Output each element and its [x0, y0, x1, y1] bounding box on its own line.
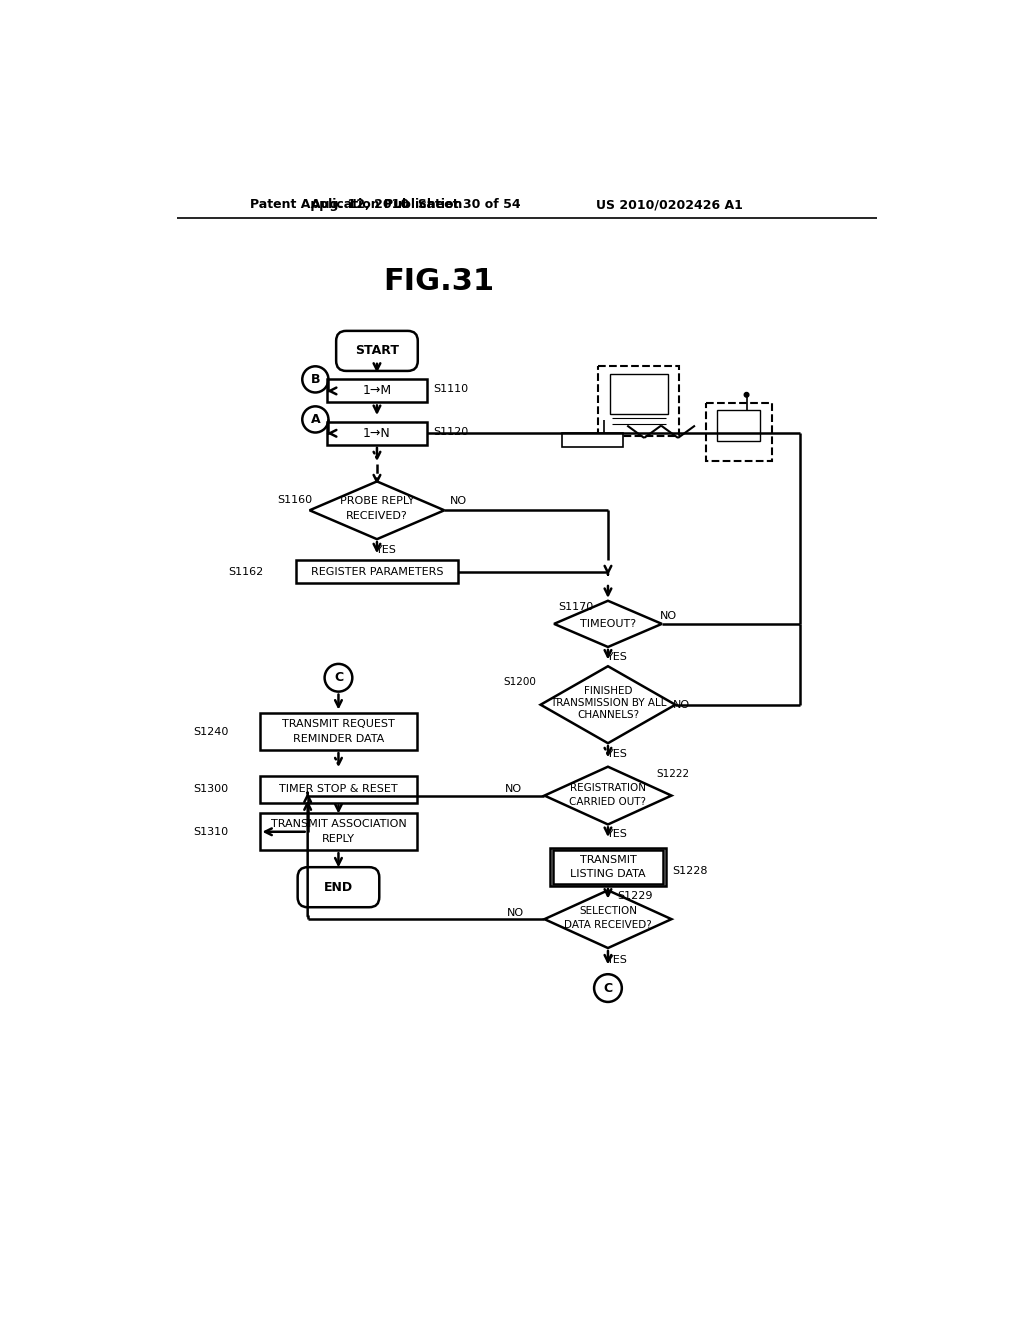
Text: YES: YES	[607, 748, 628, 759]
Text: END: END	[324, 880, 353, 894]
Text: S1110: S1110	[433, 384, 468, 395]
Text: YES: YES	[376, 545, 396, 554]
Bar	[553, 850, 664, 884]
Bar	[707, 403, 772, 461]
Text: S1222: S1222	[656, 770, 689, 779]
Text: TRANSMIT: TRANSMIT	[580, 855, 636, 865]
Text: CARRIED OUT?: CARRIED OUT?	[569, 797, 646, 807]
Polygon shape	[309, 482, 444, 539]
Text: FIG.31: FIG.31	[383, 267, 495, 296]
Text: CHANNELS?: CHANNELS?	[577, 710, 639, 721]
Polygon shape	[541, 667, 676, 743]
Bar	[717, 411, 761, 441]
Text: A: A	[310, 413, 321, 426]
Bar	[550, 847, 666, 886]
Text: S1228: S1228	[672, 866, 708, 875]
Text: C: C	[334, 672, 343, 684]
Text: S1240: S1240	[194, 727, 228, 737]
Circle shape	[594, 974, 622, 1002]
Text: YES: YES	[607, 829, 628, 840]
Text: S1162: S1162	[228, 566, 264, 577]
Text: PROBE REPLY: PROBE REPLY	[340, 496, 414, 506]
Text: REMINDER DATA: REMINDER DATA	[293, 734, 384, 743]
Text: REPLY: REPLY	[322, 834, 355, 843]
Polygon shape	[554, 601, 662, 647]
Bar	[609, 374, 668, 414]
Circle shape	[302, 407, 329, 433]
FancyBboxPatch shape	[298, 867, 379, 907]
Text: NO: NO	[507, 908, 523, 917]
Bar	[259, 776, 418, 803]
Polygon shape	[545, 767, 672, 825]
Text: TRANSMIT ASSOCIATION: TRANSMIT ASSOCIATION	[270, 820, 407, 829]
Text: S1300: S1300	[194, 784, 228, 795]
Bar	[562, 433, 624, 447]
Circle shape	[302, 367, 329, 392]
Circle shape	[744, 392, 749, 397]
Text: US 2010/0202426 A1: US 2010/0202426 A1	[596, 198, 743, 211]
Text: S1120: S1120	[433, 426, 468, 437]
Text: C: C	[603, 982, 612, 994]
Text: FINISHED: FINISHED	[584, 686, 632, 696]
Text: B: B	[310, 372, 321, 385]
Text: 1→M: 1→M	[362, 384, 391, 397]
Text: DATA RECEIVED?: DATA RECEIVED?	[564, 920, 652, 931]
Text: S1310: S1310	[194, 826, 228, 837]
Bar	[259, 813, 418, 850]
Text: NO: NO	[673, 700, 690, 710]
Bar	[598, 367, 679, 436]
Text: S1170: S1170	[558, 602, 593, 612]
Text: LISTING DATA: LISTING DATA	[570, 869, 646, 879]
Text: YES: YES	[607, 956, 628, 965]
Text: S1200: S1200	[504, 677, 537, 686]
Text: TRANSMIT REQUEST: TRANSMIT REQUEST	[282, 719, 395, 729]
Text: YES: YES	[607, 652, 628, 661]
Text: NO: NO	[505, 784, 522, 795]
Bar	[327, 422, 427, 445]
Polygon shape	[545, 890, 672, 948]
Circle shape	[325, 664, 352, 692]
Text: REGISTRATION: REGISTRATION	[570, 783, 646, 793]
Bar	[259, 713, 418, 750]
Text: TIMEOUT?: TIMEOUT?	[580, 619, 636, 628]
Text: NO: NO	[659, 611, 677, 622]
Text: RECEIVED?: RECEIVED?	[346, 511, 408, 521]
FancyBboxPatch shape	[336, 331, 418, 371]
Text: REGISTER PARAMETERS: REGISTER PARAMETERS	[310, 566, 443, 577]
Text: SELECTION: SELECTION	[579, 907, 637, 916]
Text: 1→N: 1→N	[364, 426, 391, 440]
Text: Patent Application Publication: Patent Application Publication	[250, 198, 462, 211]
Text: Aug. 12, 2010  Sheet 30 of 54: Aug. 12, 2010 Sheet 30 of 54	[310, 198, 520, 211]
Text: S1229: S1229	[617, 891, 652, 902]
Bar	[327, 379, 427, 403]
Text: TIMER STOP & RESET: TIMER STOP & RESET	[280, 784, 397, 795]
Text: NO: NO	[450, 496, 467, 506]
Text: TRANSMISSION BY ALL: TRANSMISSION BY ALL	[550, 698, 667, 708]
Text: START: START	[355, 345, 399, 358]
Bar	[296, 560, 458, 583]
Text: S1160: S1160	[278, 495, 312, 504]
